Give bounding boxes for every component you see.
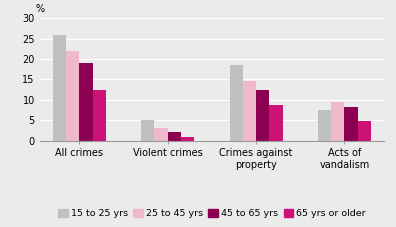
Bar (141, 120, 154, 141)
Bar (345, 107, 358, 141)
Bar (269, 105, 282, 141)
Bar (358, 121, 371, 141)
Bar (318, 110, 331, 141)
Bar (168, 132, 181, 141)
Bar (243, 81, 256, 141)
Bar (154, 128, 168, 141)
Legend: 15 to 25 yrs, 25 to 45 yrs, 45 to 65 yrs, 65 yrs or older: 15 to 25 yrs, 25 to 45 yrs, 45 to 65 yrs… (58, 209, 366, 218)
Bar (181, 137, 194, 141)
Bar (93, 90, 106, 141)
Bar (79, 63, 93, 141)
Bar (230, 65, 243, 141)
Text: %: % (35, 4, 44, 14)
Bar (331, 102, 345, 141)
Bar (66, 51, 79, 141)
Bar (256, 90, 269, 141)
Bar (53, 35, 66, 141)
